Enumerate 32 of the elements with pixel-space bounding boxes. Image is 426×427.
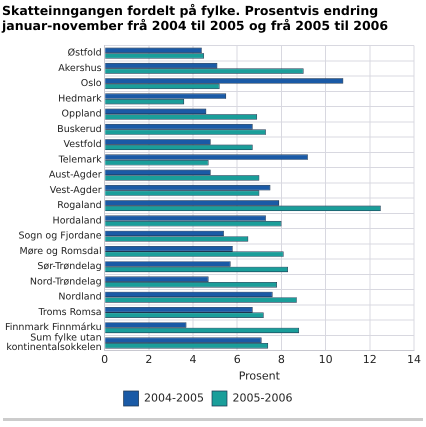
y-tick-label: Finnmark Finnmárku (5, 322, 102, 334)
y-tick-label: Møre og Romsdal (20, 246, 102, 257)
x-tick-label: 4 (190, 353, 197, 366)
y-tick-label: Oppland (62, 108, 102, 120)
x-tick-label: 6 (234, 353, 241, 366)
y-tick-label: Vestfold (64, 139, 102, 150)
y-tick-label: Sum fylke utan kontinentalsokkelen (6, 332, 102, 354)
y-tick-label: Troms Romsa (37, 306, 102, 318)
y-tick-label: Nord-Trøndelag (30, 276, 102, 288)
y-tick-label: Telemark (58, 154, 102, 166)
y-tick-label: Aust-Agder (48, 170, 102, 181)
legend-label: 2004-2005 (144, 391, 204, 404)
y-tick-label: Hedmark (58, 93, 102, 104)
x-tick-label: 2 (145, 353, 152, 366)
y-tick-label: Nordland (58, 292, 102, 303)
x-tick-label: 12 (362, 353, 377, 366)
y-tick-label: Sogn og Fjordane (18, 230, 102, 242)
y-tick-label: Buskerud (57, 124, 102, 135)
x-tick-label: 14 (407, 353, 421, 366)
x-tick-label: 10 (318, 353, 333, 366)
x-axis-title: Prosent (238, 369, 281, 382)
x-tick-label: 0 (101, 353, 108, 366)
x-tick-label: 8 (278, 353, 285, 366)
chart-title: Skatteinngangen fordelt på fylke. Prosentvis endring januar-november frå 2004 til 2005 og frå 2005 til 2006 (0, 2, 390, 33)
y-tick-label: Hordaland (52, 215, 102, 226)
y-tick-label: Østfold (68, 48, 102, 59)
y-tick-label: Vest-Agder (50, 184, 102, 196)
legend-label: 2005-2006 (232, 391, 292, 404)
y-tick-label: Akershus (58, 62, 102, 74)
y-tick-label: Rogaland (57, 200, 102, 212)
y-tick-label: Oslo (80, 78, 102, 90)
y-tick-label: Sør-Trøndelag (37, 261, 102, 272)
